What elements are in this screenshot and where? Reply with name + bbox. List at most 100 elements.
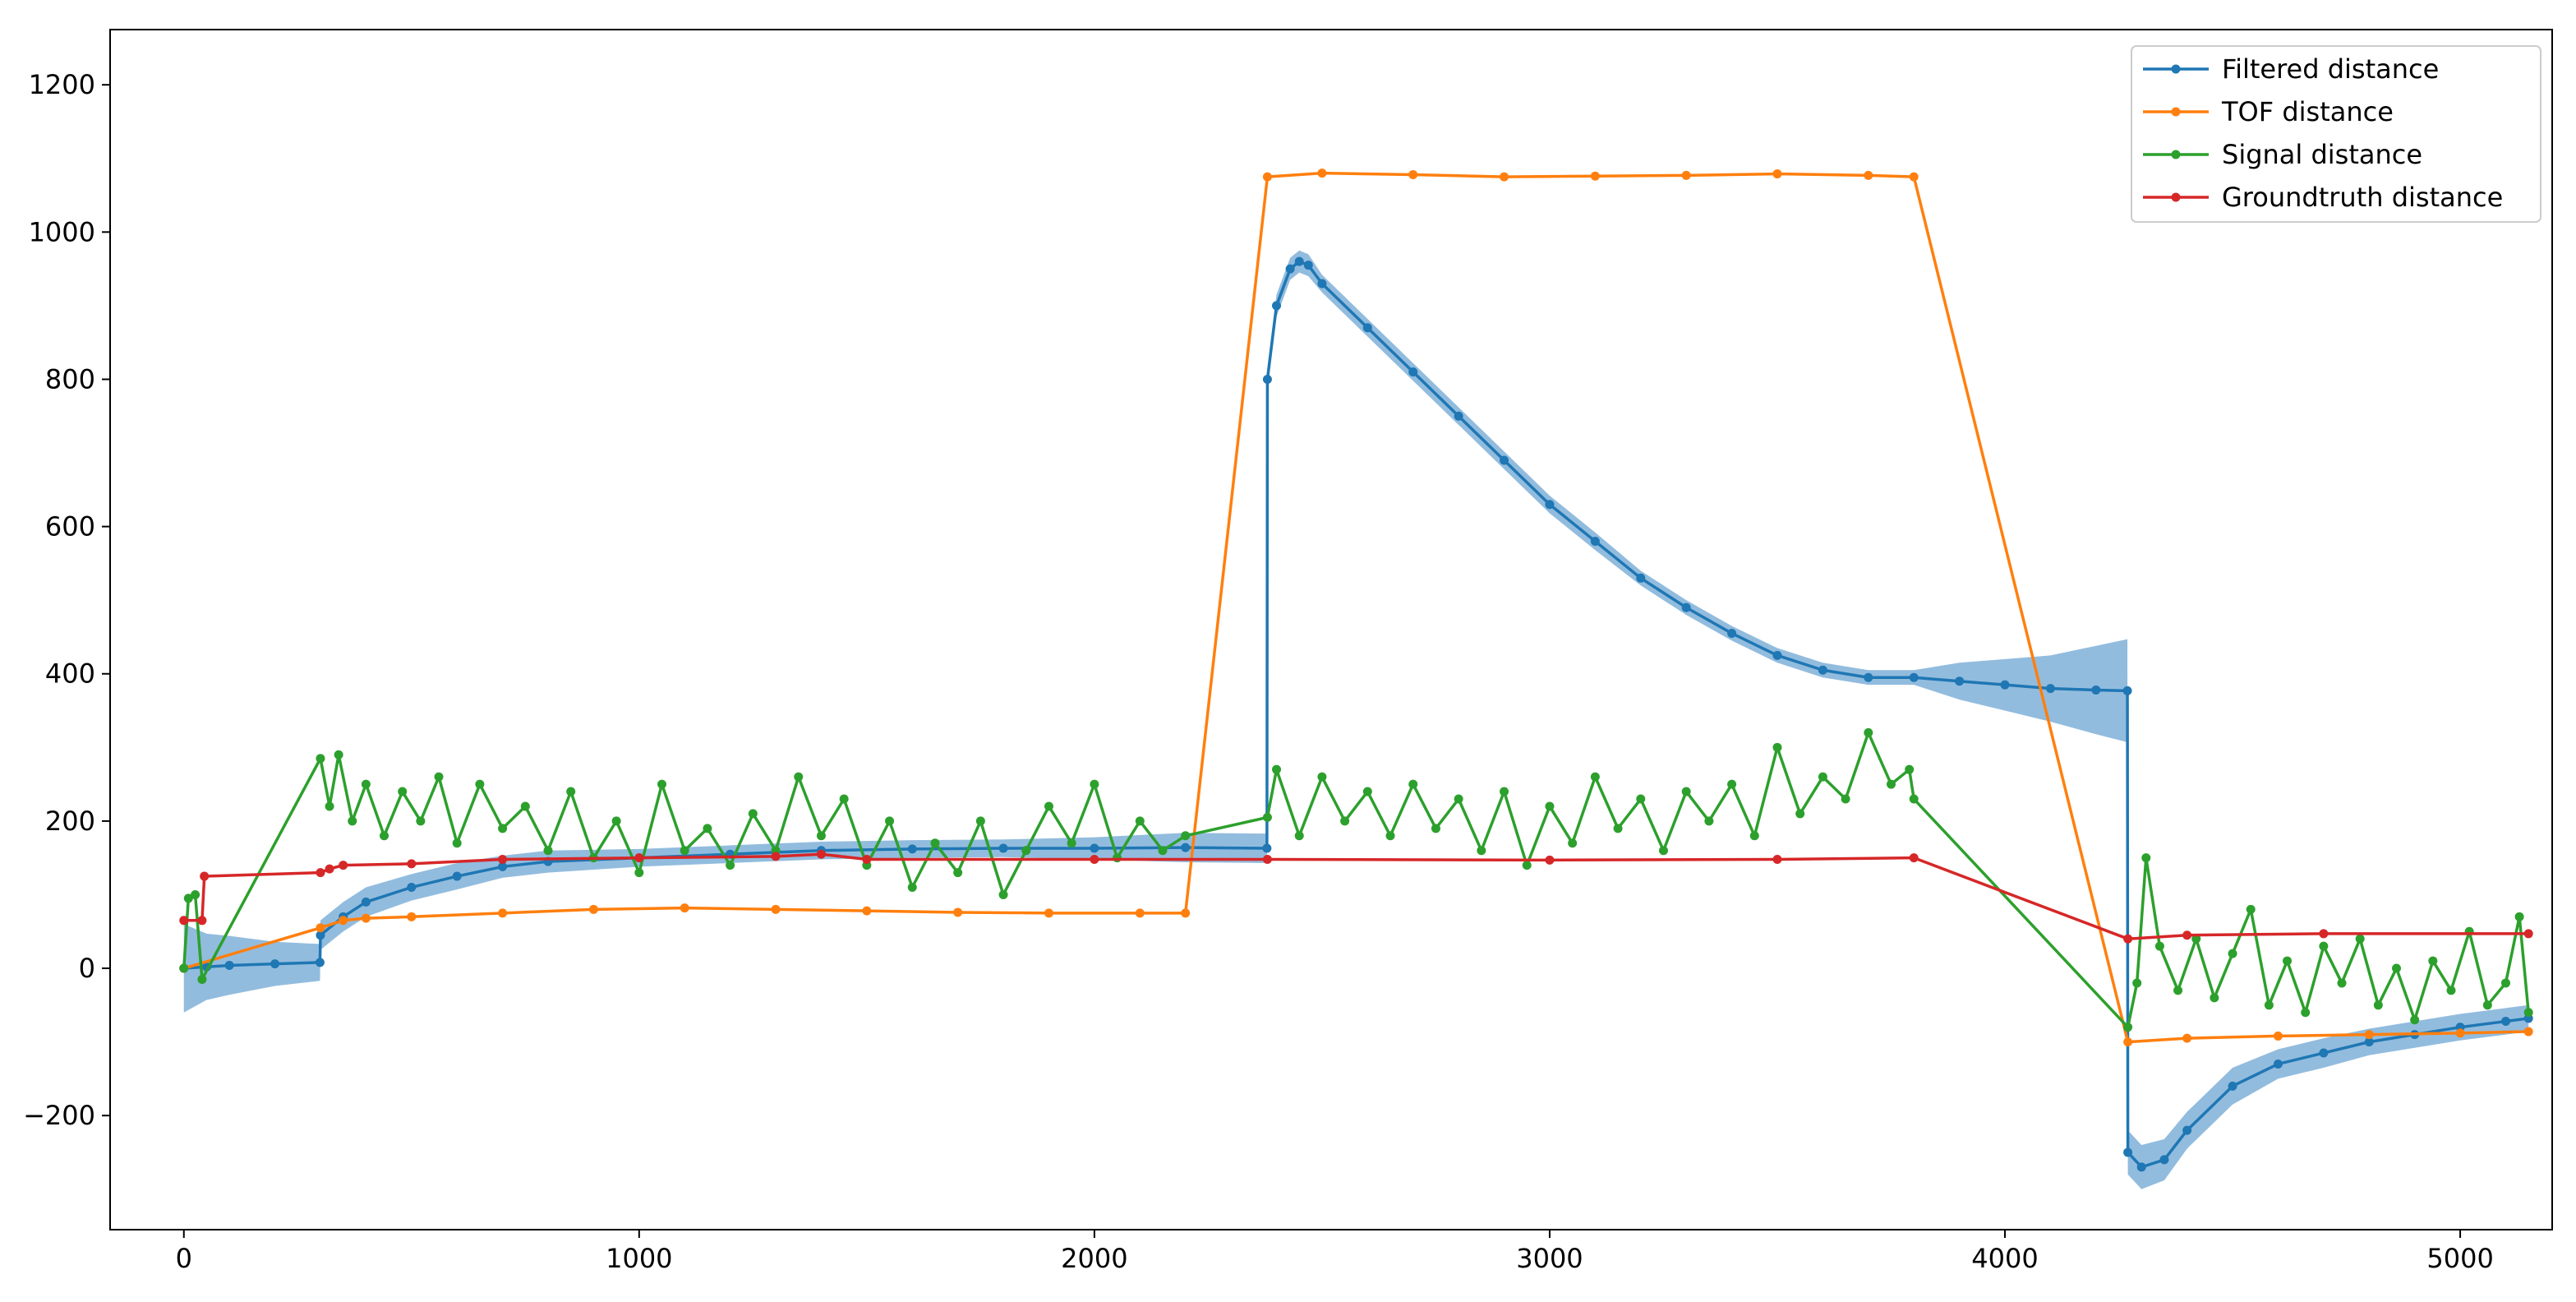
data-point — [566, 787, 576, 796]
data-point — [2182, 930, 2192, 940]
data-point — [1864, 672, 1873, 682]
data-point — [361, 779, 371, 789]
data-point — [1864, 727, 1873, 737]
data-point — [1090, 843, 1099, 853]
data-point — [2228, 949, 2237, 958]
data-point — [2523, 929, 2533, 939]
data-point — [197, 916, 207, 926]
data-point — [1272, 301, 1282, 311]
data-point — [1431, 824, 1440, 833]
legend-label: Filtered distance — [2222, 53, 2439, 85]
data-point — [2154, 941, 2164, 951]
data-point — [1262, 843, 1272, 853]
data-point — [197, 974, 207, 984]
data-point — [1454, 794, 1463, 804]
data-point — [1454, 411, 1463, 421]
data-point — [2428, 956, 2438, 966]
data-point — [2500, 1017, 2510, 1027]
data-point — [703, 824, 712, 833]
data-point — [1158, 846, 1168, 856]
data-point — [2123, 1023, 2133, 1032]
y-tick-label: 600 — [45, 511, 95, 542]
legend-marker — [2171, 150, 2181, 159]
data-point — [2273, 1031, 2283, 1041]
data-point — [2123, 934, 2133, 944]
data-point — [1113, 853, 1122, 863]
data-point — [1090, 854, 1099, 864]
data-point — [1955, 676, 1965, 686]
data-point — [1636, 573, 1646, 583]
data-point — [316, 930, 325, 940]
data-point — [1067, 838, 1076, 848]
data-point — [1545, 500, 1555, 510]
data-point — [2301, 1008, 2311, 1018]
data-point — [2283, 956, 2293, 966]
data-point — [1317, 169, 1327, 178]
data-point — [2264, 1000, 2274, 1010]
data-point — [1909, 794, 1919, 804]
data-point — [452, 871, 462, 881]
data-point — [520, 801, 530, 811]
data-point — [2136, 1162, 2146, 1172]
data-point — [953, 907, 963, 917]
data-point — [2482, 1000, 2492, 1010]
data-point — [634, 868, 644, 878]
y-tick-label: 400 — [45, 658, 95, 690]
data-point — [416, 816, 426, 826]
data-point — [1772, 854, 1782, 864]
data-point — [1500, 172, 1509, 182]
data-point — [907, 844, 917, 854]
data-point — [1590, 171, 1600, 181]
data-point — [1362, 323, 1372, 333]
data-point — [588, 904, 598, 914]
data-point — [1727, 779, 1737, 789]
data-point — [2000, 680, 2010, 690]
data-point — [1500, 455, 1509, 465]
data-point — [680, 903, 689, 913]
legend-marker — [2171, 107, 2181, 117]
data-point — [543, 846, 553, 856]
data-point — [1340, 816, 1350, 826]
data-point — [1905, 764, 1915, 774]
data-point — [1864, 170, 1873, 180]
data-point — [1500, 787, 1509, 796]
data-point — [1285, 264, 1295, 274]
y-tick-label: −200 — [23, 1100, 95, 1131]
data-point — [975, 816, 985, 826]
y-tick-label: 1200 — [29, 69, 95, 100]
data-point — [2210, 993, 2219, 1003]
data-point — [407, 859, 417, 869]
data-point — [1545, 855, 1555, 865]
data-point — [1522, 861, 1532, 870]
data-point — [1841, 794, 1850, 804]
data-point — [334, 750, 343, 760]
data-point — [498, 854, 508, 864]
data-point — [2364, 1037, 2374, 1047]
data-point — [907, 882, 917, 892]
data-point — [1727, 628, 1737, 638]
data-point — [1681, 787, 1691, 796]
data-point — [2173, 986, 2183, 995]
data-point — [1294, 256, 1304, 266]
data-point — [179, 963, 189, 973]
data-point — [2182, 1033, 2192, 1043]
data-point — [1795, 809, 1805, 819]
data-point — [1181, 843, 1191, 852]
data-point — [998, 843, 1008, 853]
data-point — [2228, 1081, 2237, 1091]
data-point — [498, 861, 508, 871]
data-point — [2319, 1048, 2329, 1058]
axes-frame — [109, 29, 2553, 1230]
legend-marker — [2171, 192, 2181, 202]
data-point — [270, 959, 280, 969]
data-point — [657, 779, 667, 789]
data-point — [348, 816, 357, 826]
data-point — [771, 852, 781, 861]
data-point — [325, 801, 334, 811]
data-point — [407, 882, 417, 892]
data-point — [339, 916, 348, 926]
data-point — [2514, 912, 2524, 921]
data-point — [1262, 172, 1272, 182]
legend-box — [2131, 45, 2541, 223]
